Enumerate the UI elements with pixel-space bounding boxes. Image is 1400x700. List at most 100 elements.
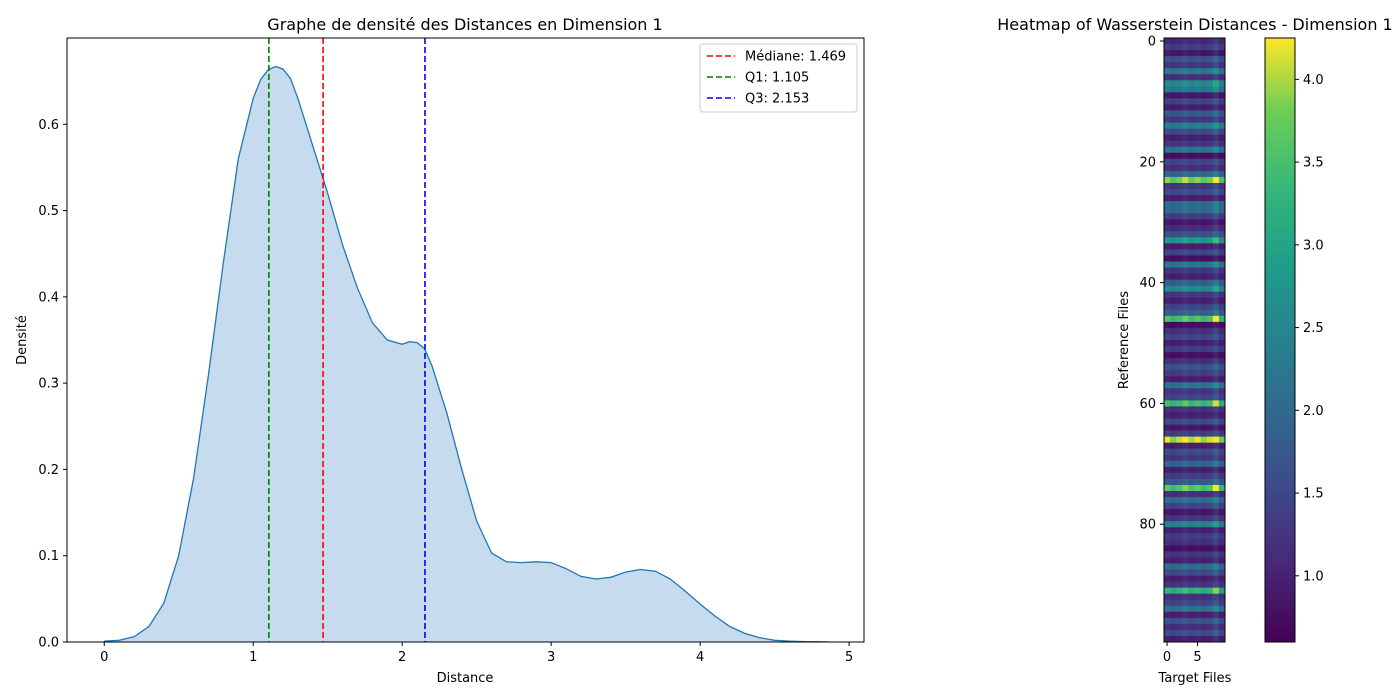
heatmap-cell xyxy=(1170,164,1177,172)
heatmap-cell xyxy=(1212,170,1220,178)
heatmap-cell xyxy=(1164,110,1171,117)
heatmap-cell xyxy=(1188,364,1195,371)
heatmap-cell xyxy=(1200,430,1208,438)
heatmap-cell xyxy=(1164,376,1171,383)
heatmap-cell xyxy=(1170,460,1177,468)
heatmap-cell xyxy=(1206,454,1214,462)
heatmap-cell xyxy=(1176,472,1183,480)
heatmap-cell xyxy=(1206,315,1214,323)
heatmap-cell xyxy=(1200,515,1208,522)
heatmap-cell xyxy=(1176,303,1183,311)
heatmap-cell xyxy=(1188,569,1195,576)
heatmap-cell xyxy=(1212,623,1220,631)
heatmap-cell xyxy=(1200,38,1208,45)
heatmap-cell xyxy=(1218,128,1226,136)
heatmap-cell xyxy=(1200,527,1208,534)
heatmap-cell xyxy=(1170,170,1177,178)
heatmap-cell xyxy=(1164,545,1171,552)
heatmap-cell xyxy=(1164,219,1171,226)
heatmap-cell xyxy=(1188,213,1195,220)
heatmap-cell xyxy=(1188,575,1195,582)
heatmap-cell xyxy=(1182,491,1189,498)
density-axes-frame xyxy=(66,37,865,643)
heatmap-cell xyxy=(1206,587,1214,595)
heatmap-cell xyxy=(1206,400,1214,407)
heatmap-cell xyxy=(1176,533,1183,540)
heatmap-cell xyxy=(1200,364,1208,371)
heatmap-cell xyxy=(1182,315,1189,323)
heatmap-cell xyxy=(1200,557,1208,564)
heatmap-cell xyxy=(1182,128,1189,136)
heatmap-cell xyxy=(1218,122,1226,129)
heatmap-cell xyxy=(1212,545,1220,552)
heatmap-cell xyxy=(1182,412,1189,419)
heatmap-cell xyxy=(1218,575,1226,582)
heatmap-cell xyxy=(1188,382,1195,389)
heatmap-cell xyxy=(1188,182,1195,190)
heatmap-cell xyxy=(1188,237,1195,244)
heatmap-cell xyxy=(1188,587,1195,595)
heatmap-cell xyxy=(1212,116,1220,123)
heatmap-cell xyxy=(1194,315,1201,323)
heatmap-cell xyxy=(1188,346,1195,353)
heatmap-cell xyxy=(1164,74,1171,81)
heatmap-cell xyxy=(1212,164,1220,172)
density-chart-title: Graphe de densité des Distances en Dimen… xyxy=(267,15,662,34)
heatmap-cell xyxy=(1188,509,1195,516)
heatmap-cell xyxy=(1206,497,1214,504)
heatmap-cell xyxy=(1194,50,1201,57)
heatmap-cell xyxy=(1200,116,1208,123)
heatmap-cell xyxy=(1200,333,1208,341)
heatmap-cell xyxy=(1200,466,1208,474)
heatmap-cell xyxy=(1218,394,1226,401)
heatmap-cell xyxy=(1218,521,1226,528)
heatmap-cell xyxy=(1176,400,1183,407)
heatmap-cell xyxy=(1212,231,1220,238)
heatmap-cell xyxy=(1194,333,1201,341)
heatmap-cell xyxy=(1200,104,1208,111)
heatmap-cell xyxy=(1176,315,1183,323)
heatmap-cell xyxy=(1182,74,1189,81)
heatmap-cell xyxy=(1182,629,1189,637)
heatmap-cell xyxy=(1164,309,1171,317)
heatmap-cell xyxy=(1206,364,1214,371)
heatmap-cell xyxy=(1206,92,1214,99)
heatmap-cell xyxy=(1176,86,1183,93)
heatmap-cell xyxy=(1200,484,1208,492)
heatmap-cell xyxy=(1212,261,1220,268)
heatmap-cell xyxy=(1182,176,1189,184)
heatmap-cell xyxy=(1170,503,1177,510)
heatmap-cell xyxy=(1206,376,1214,383)
heatmap-cell xyxy=(1188,551,1195,558)
legend-label: Q3: 2.153 xyxy=(745,92,809,107)
heatmap-cell xyxy=(1164,333,1171,341)
heatmap-cell xyxy=(1212,346,1220,353)
heatmap-cell xyxy=(1176,74,1183,81)
heatmap-cell xyxy=(1188,285,1195,293)
heatmap-cell xyxy=(1200,255,1208,262)
heatmap-cell xyxy=(1170,303,1177,311)
heatmap-cell xyxy=(1200,189,1208,196)
heatmap-cell xyxy=(1170,605,1177,613)
heatmap-cell xyxy=(1212,430,1220,438)
heatmap-cell xyxy=(1182,460,1189,468)
heatmap-cell xyxy=(1170,207,1177,214)
heatmap-cell xyxy=(1200,80,1208,87)
heatmap-cell xyxy=(1212,593,1220,601)
heatmap-cell xyxy=(1194,164,1201,172)
heatmap-cell xyxy=(1188,533,1195,540)
heatmap-cell xyxy=(1188,110,1195,117)
heatmap-cell xyxy=(1200,122,1208,129)
heatmap-cell xyxy=(1200,128,1208,136)
heatmap-cell xyxy=(1194,406,1201,413)
colorbar-gradient xyxy=(1264,37,1296,643)
heatmap-cell xyxy=(1200,611,1208,619)
heatmap-cell xyxy=(1170,551,1177,558)
heatmap-cell xyxy=(1176,285,1183,293)
heatmap-cell xyxy=(1164,551,1171,558)
colorbar-tick-label: 1.0 xyxy=(1303,569,1324,584)
heatmap-cell xyxy=(1212,484,1220,492)
heatmap-cell xyxy=(1206,503,1214,510)
heatmap-cell xyxy=(1212,56,1220,63)
heatmap-cell xyxy=(1212,213,1220,220)
